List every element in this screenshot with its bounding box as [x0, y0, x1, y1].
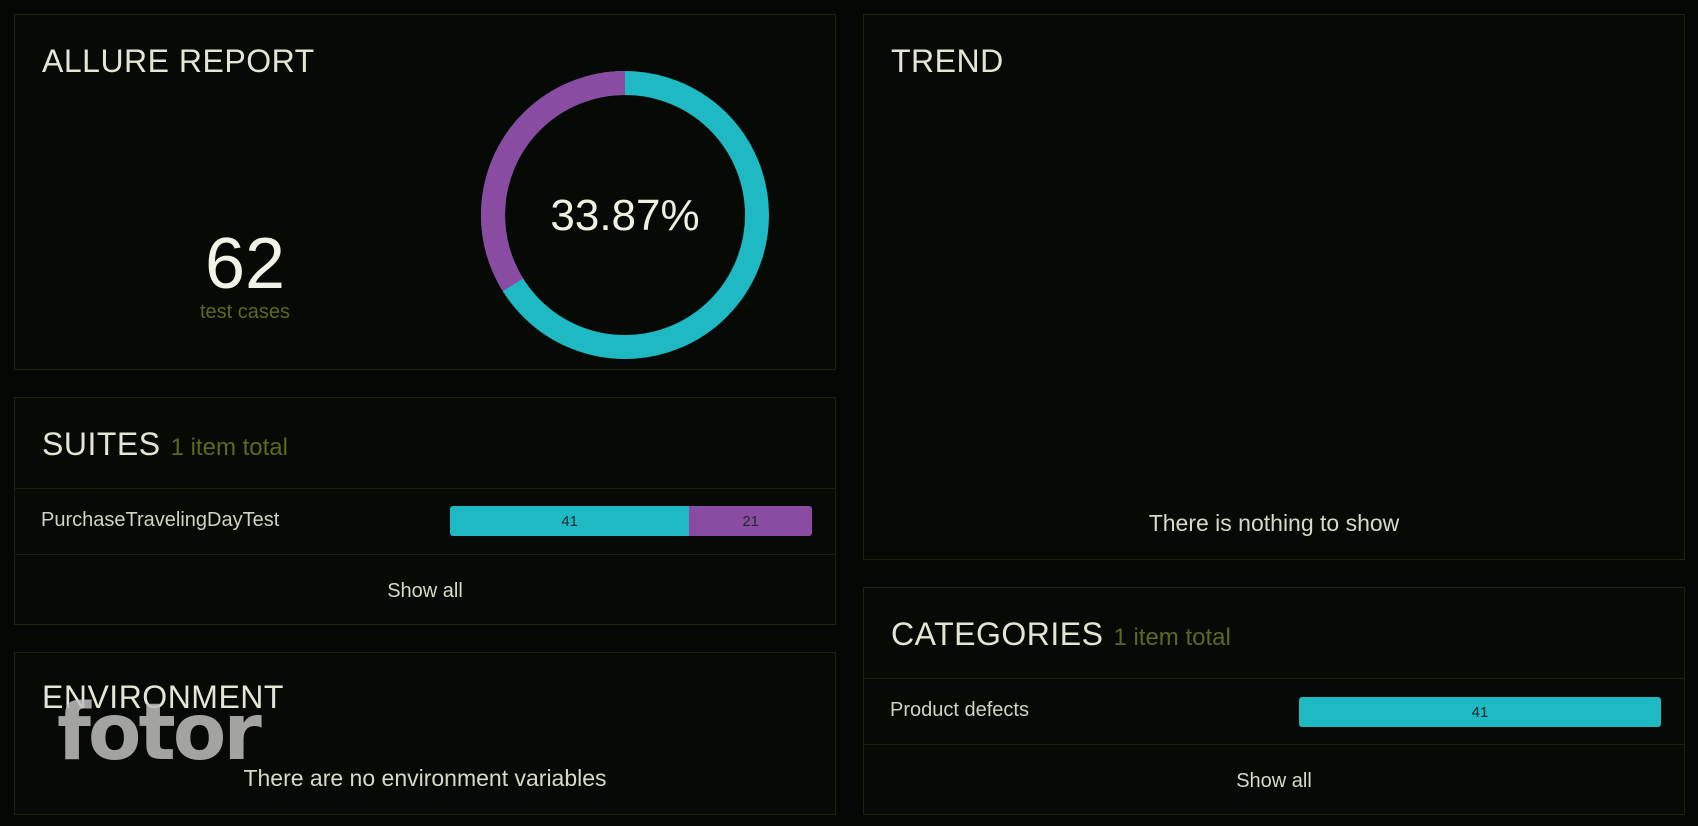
suite-row[interactable]: PurchaseTravelingDayTest 41 21 — [15, 489, 835, 554]
summary-widget: ALLURE REPORT 62 test cases 33.87% — [14, 14, 836, 370]
test-count: 62 — [204, 224, 286, 304]
success-rate-percent: 33.87% — [550, 191, 700, 240]
suites-title: SUITES 1 item total — [42, 426, 288, 463]
donut-segment-secondary[interactable] — [481, 71, 769, 359]
categories-widget: CATEGORIES 1 item total Product defects 4… — [863, 587, 1685, 815]
category-name: Product defects — [890, 699, 1029, 721]
bar-segment-0[interactable]: 41 — [450, 506, 690, 536]
test-count-label: test cases — [199, 301, 291, 323]
report-title: ALLURE REPORT — [42, 43, 315, 79]
suite-name: PurchaseTravelingDayTest — [41, 509, 280, 531]
environment-empty-message: There are no environment variables — [243, 765, 607, 791]
categories-show-all-link[interactable]: Show all — [1236, 770, 1312, 792]
suites-title-text: SUITES — [42, 426, 161, 462]
bar-segment-1[interactable]: 21 — [689, 506, 812, 536]
category-row[interactable]: Product defects 41 — [864, 679, 1684, 744]
category-status-bar[interactable]: 41 — [1299, 697, 1661, 727]
categories-count: 1 item total — [1113, 624, 1231, 651]
success-rate-donut[interactable] — [465, 55, 785, 375]
suites-count: 1 item total — [170, 434, 288, 461]
divider — [15, 554, 835, 555]
trend-widget: TREND There is nothing to show — [863, 14, 1685, 560]
environment-title: ENVIRONMENT — [42, 679, 284, 715]
divider — [15, 488, 835, 489]
suites-show-all-link[interactable]: Show all — [387, 580, 463, 602]
environment-widget: ENVIRONMENT There are no environment var… — [14, 652, 836, 815]
divider — [864, 678, 1684, 679]
suites-widget: SUITES 1 item total PurchaseTravelingDayT… — [14, 397, 836, 625]
suite-status-bar[interactable]: 41 21 — [450, 506, 812, 536]
categories-title-text: CATEGORIES — [891, 616, 1104, 652]
trend-title: TREND — [891, 43, 1004, 79]
trend-empty-message: There is nothing to show — [1148, 510, 1400, 536]
divider — [864, 744, 1684, 745]
fotor-watermark-logo: fotor — [57, 688, 262, 778]
bar-segment-0[interactable]: 41 — [1299, 697, 1661, 727]
categories-title: CATEGORIES 1 item total — [891, 616, 1231, 653]
